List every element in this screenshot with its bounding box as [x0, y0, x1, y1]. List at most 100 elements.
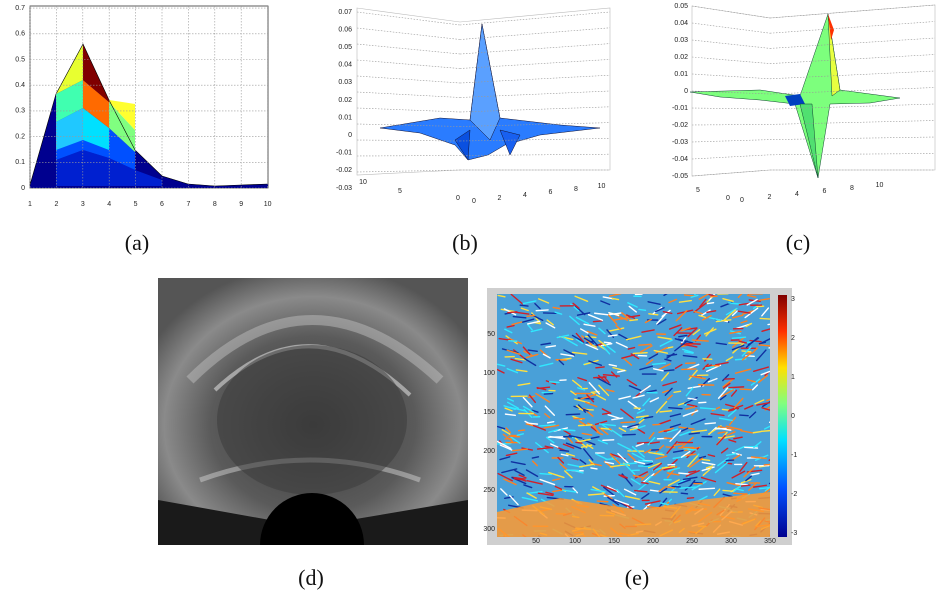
texture-stroke	[598, 327, 606, 335]
tick-label: 0.04	[338, 62, 352, 69]
grid-line	[459, 153, 611, 156]
texture-stroke	[552, 306, 561, 310]
texture-stroke	[504, 328, 513, 334]
texture-stroke	[659, 487, 668, 494]
texture-stroke	[669, 413, 682, 418]
texture-stroke	[738, 340, 748, 344]
texture-stroke	[600, 343, 613, 347]
texture-stroke	[531, 409, 539, 413]
texture-stroke	[688, 375, 706, 380]
texture-stroke	[672, 455, 688, 460]
tick-label: 2	[791, 335, 795, 342]
texture-stroke	[594, 420, 608, 426]
texture-stroke	[754, 399, 765, 405]
texture-stroke	[620, 408, 634, 420]
texture-stroke	[620, 474, 628, 479]
texture-stroke	[665, 486, 676, 489]
texture-stroke	[659, 410, 673, 413]
grid-line	[459, 43, 611, 55]
texture-stroke	[717, 431, 726, 434]
texture-stroke	[571, 486, 578, 494]
texture-stroke	[512, 315, 527, 319]
texture-stroke	[548, 471, 565, 479]
texture-stroke	[641, 329, 655, 333]
texture-stroke	[497, 440, 512, 450]
texture-stroke	[745, 475, 753, 482]
texture-stroke	[666, 428, 679, 433]
texture-stroke	[747, 337, 760, 346]
tick-label: 350	[764, 538, 776, 545]
texture-stroke	[575, 316, 590, 325]
texture-stroke	[607, 334, 618, 337]
texture-stroke	[639, 365, 654, 371]
texture-stroke	[658, 486, 666, 493]
tick-label: -0.02	[336, 167, 352, 174]
texture-stroke	[743, 466, 756, 478]
tick-label: 0.01	[338, 114, 352, 121]
texture-stroke	[612, 317, 630, 321]
texture-stroke	[531, 456, 540, 459]
texture-stroke	[664, 387, 673, 396]
grid-line	[459, 59, 611, 69]
texture-stroke	[575, 332, 585, 343]
texture-stroke	[722, 374, 730, 382]
texture-stroke	[571, 351, 588, 355]
texture-stroke	[725, 459, 735, 462]
tick-label: 0.03	[338, 79, 352, 86]
texture-stroke	[510, 461, 526, 466]
grid-line	[459, 11, 611, 26]
texture-stroke	[745, 322, 753, 328]
texture-stroke	[559, 462, 568, 471]
tick-label: 6	[549, 189, 553, 196]
texture-stroke	[749, 339, 762, 343]
texture-stroke	[498, 337, 511, 341]
texture-stroke	[704, 328, 717, 335]
panel-label: (a)	[125, 230, 149, 255]
tick-label: 0	[21, 185, 25, 192]
texture-stroke	[603, 341, 612, 344]
texture-stroke	[605, 389, 615, 393]
texture-stroke	[728, 404, 744, 411]
texture-stroke	[692, 329, 701, 336]
texture-stroke	[756, 401, 770, 406]
texture-stroke	[568, 434, 583, 439]
texture-stroke	[737, 294, 743, 299]
texture-stroke	[539, 362, 554, 368]
texture-stroke	[598, 423, 617, 427]
texture-stroke	[505, 427, 512, 434]
texture-stroke	[744, 307, 759, 319]
texture-stroke	[751, 347, 758, 354]
texture-stroke	[607, 327, 625, 333]
texture-stroke	[680, 492, 689, 495]
texture-stroke	[585, 335, 597, 339]
tick-label: 0.03	[674, 37, 688, 44]
texture-stroke	[739, 461, 748, 473]
tick-label: 3	[791, 296, 795, 303]
texture-stroke	[507, 435, 521, 438]
texture-stroke	[497, 294, 506, 298]
texture-stroke	[673, 390, 682, 393]
texture-stroke	[761, 338, 770, 344]
tick-label: 300	[483, 526, 495, 533]
texture-stroke	[544, 445, 554, 449]
tick-label: 0.02	[338, 97, 352, 104]
texture-stroke	[628, 314, 641, 318]
texture-stroke	[563, 349, 575, 356]
tick-label: 6	[823, 188, 827, 195]
texture-stroke	[540, 342, 552, 346]
texture-stroke	[704, 353, 711, 362]
texture-stroke	[732, 336, 746, 348]
texture-stroke	[511, 321, 523, 326]
texture-stroke	[740, 484, 751, 487]
texture-stroke	[645, 389, 657, 393]
texture-stroke	[691, 339, 709, 342]
tick-label: 0.6	[15, 31, 25, 38]
texture-stroke	[538, 424, 556, 427]
texture-stroke	[751, 384, 759, 391]
texture-stroke	[668, 298, 678, 304]
texture-stroke	[602, 439, 615, 442]
texture-stroke	[520, 307, 529, 312]
texture-stroke	[701, 466, 715, 472]
texture-stroke	[517, 429, 526, 432]
texture-stroke	[601, 424, 613, 432]
